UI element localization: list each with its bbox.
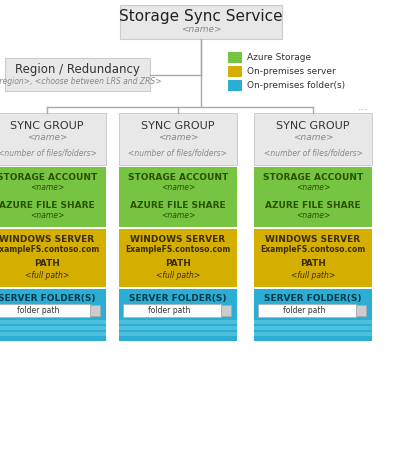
Text: PATH: PATH bbox=[165, 260, 191, 268]
Text: <name>: <name> bbox=[161, 183, 195, 192]
FancyBboxPatch shape bbox=[0, 229, 106, 287]
FancyBboxPatch shape bbox=[120, 5, 282, 39]
Text: AZURE FILE SHARE: AZURE FILE SHARE bbox=[265, 201, 361, 209]
Text: Storage Sync Service: Storage Sync Service bbox=[119, 10, 283, 25]
FancyBboxPatch shape bbox=[258, 304, 356, 317]
Text: SYNC GROUP: SYNC GROUP bbox=[141, 121, 215, 131]
FancyBboxPatch shape bbox=[119, 167, 237, 227]
FancyBboxPatch shape bbox=[254, 332, 372, 336]
Text: SERVER FOLDER(S): SERVER FOLDER(S) bbox=[264, 293, 362, 302]
Text: AZURE FILE SHARE: AZURE FILE SHARE bbox=[130, 201, 226, 209]
FancyBboxPatch shape bbox=[119, 229, 237, 287]
FancyBboxPatch shape bbox=[221, 305, 231, 316]
FancyBboxPatch shape bbox=[228, 66, 242, 77]
Text: STORAGE ACCOUNT: STORAGE ACCOUNT bbox=[128, 173, 228, 183]
Text: <region>, <choose between LRS and ZRS>: <region>, <choose between LRS and ZRS> bbox=[0, 78, 162, 87]
FancyBboxPatch shape bbox=[0, 304, 90, 317]
FancyBboxPatch shape bbox=[0, 332, 106, 336]
Text: <name>: <name> bbox=[27, 133, 67, 142]
Text: SYNC GROUP: SYNC GROUP bbox=[276, 121, 350, 131]
Text: <full path>: <full path> bbox=[25, 271, 69, 280]
FancyBboxPatch shape bbox=[0, 326, 106, 330]
FancyBboxPatch shape bbox=[254, 326, 372, 330]
Text: WINDOWS SERVER: WINDOWS SERVER bbox=[0, 235, 94, 243]
Text: <name>: <name> bbox=[30, 183, 64, 192]
FancyBboxPatch shape bbox=[119, 113, 237, 165]
Text: SERVER FOLDER(S): SERVER FOLDER(S) bbox=[129, 293, 227, 302]
FancyBboxPatch shape bbox=[254, 289, 372, 341]
Text: WINDOWS SERVER: WINDOWS SERVER bbox=[266, 235, 360, 243]
Text: ExampleFS.contoso.com: ExampleFS.contoso.com bbox=[260, 245, 366, 253]
Text: PATH: PATH bbox=[300, 260, 326, 268]
FancyBboxPatch shape bbox=[5, 58, 150, 91]
Text: <name>: <name> bbox=[293, 133, 333, 142]
FancyBboxPatch shape bbox=[356, 305, 366, 316]
Text: Region / Redundancy: Region / Redundancy bbox=[15, 64, 140, 77]
FancyBboxPatch shape bbox=[119, 332, 237, 336]
Text: AZURE FILE SHARE: AZURE FILE SHARE bbox=[0, 201, 95, 209]
Text: ...: ... bbox=[358, 102, 368, 112]
FancyBboxPatch shape bbox=[0, 289, 106, 341]
Text: SERVER FOLDER(S): SERVER FOLDER(S) bbox=[0, 293, 96, 302]
Text: folder path: folder path bbox=[283, 306, 325, 315]
FancyBboxPatch shape bbox=[0, 320, 106, 324]
Text: On-premises folder(s): On-premises folder(s) bbox=[247, 81, 345, 90]
FancyBboxPatch shape bbox=[0, 113, 106, 165]
Text: <name>: <name> bbox=[296, 212, 330, 221]
Text: <name>: <name> bbox=[181, 25, 221, 35]
Text: <name>: <name> bbox=[161, 212, 195, 221]
Text: <full path>: <full path> bbox=[291, 271, 335, 280]
FancyBboxPatch shape bbox=[254, 229, 372, 287]
Text: folder path: folder path bbox=[148, 306, 190, 315]
Text: ExampleFS.contoso.com: ExampleFS.contoso.com bbox=[125, 245, 231, 253]
FancyBboxPatch shape bbox=[254, 113, 372, 165]
Text: <number of files/folders>: <number of files/folders> bbox=[0, 148, 96, 158]
FancyBboxPatch shape bbox=[119, 289, 237, 341]
Text: <name>: <name> bbox=[30, 212, 64, 221]
FancyBboxPatch shape bbox=[254, 167, 372, 227]
Text: <full path>: <full path> bbox=[156, 271, 200, 280]
FancyBboxPatch shape bbox=[0, 167, 106, 227]
FancyBboxPatch shape bbox=[228, 52, 242, 63]
Text: STORAGE ACCOUNT: STORAGE ACCOUNT bbox=[263, 173, 363, 183]
Text: Azure Storage: Azure Storage bbox=[247, 53, 311, 62]
Text: <name>: <name> bbox=[296, 183, 330, 192]
Text: STORAGE ACCOUNT: STORAGE ACCOUNT bbox=[0, 173, 97, 183]
Text: SYNC GROUP: SYNC GROUP bbox=[10, 121, 84, 131]
Text: WINDOWS SERVER: WINDOWS SERVER bbox=[130, 235, 226, 243]
FancyBboxPatch shape bbox=[228, 80, 242, 91]
Text: ExampleFS.contoso.com: ExampleFS.contoso.com bbox=[0, 245, 100, 253]
FancyBboxPatch shape bbox=[254, 320, 372, 324]
FancyBboxPatch shape bbox=[123, 304, 221, 317]
Text: PATH: PATH bbox=[34, 260, 60, 268]
Text: On-premises server: On-premises server bbox=[247, 67, 336, 76]
FancyBboxPatch shape bbox=[90, 305, 100, 316]
Text: <name>: <name> bbox=[158, 133, 198, 142]
Text: <number of files/folders>: <number of files/folders> bbox=[264, 148, 362, 158]
FancyBboxPatch shape bbox=[119, 320, 237, 324]
FancyBboxPatch shape bbox=[119, 326, 237, 330]
Text: folder path: folder path bbox=[17, 306, 59, 315]
Text: <number of files/folders>: <number of files/folders> bbox=[128, 148, 228, 158]
